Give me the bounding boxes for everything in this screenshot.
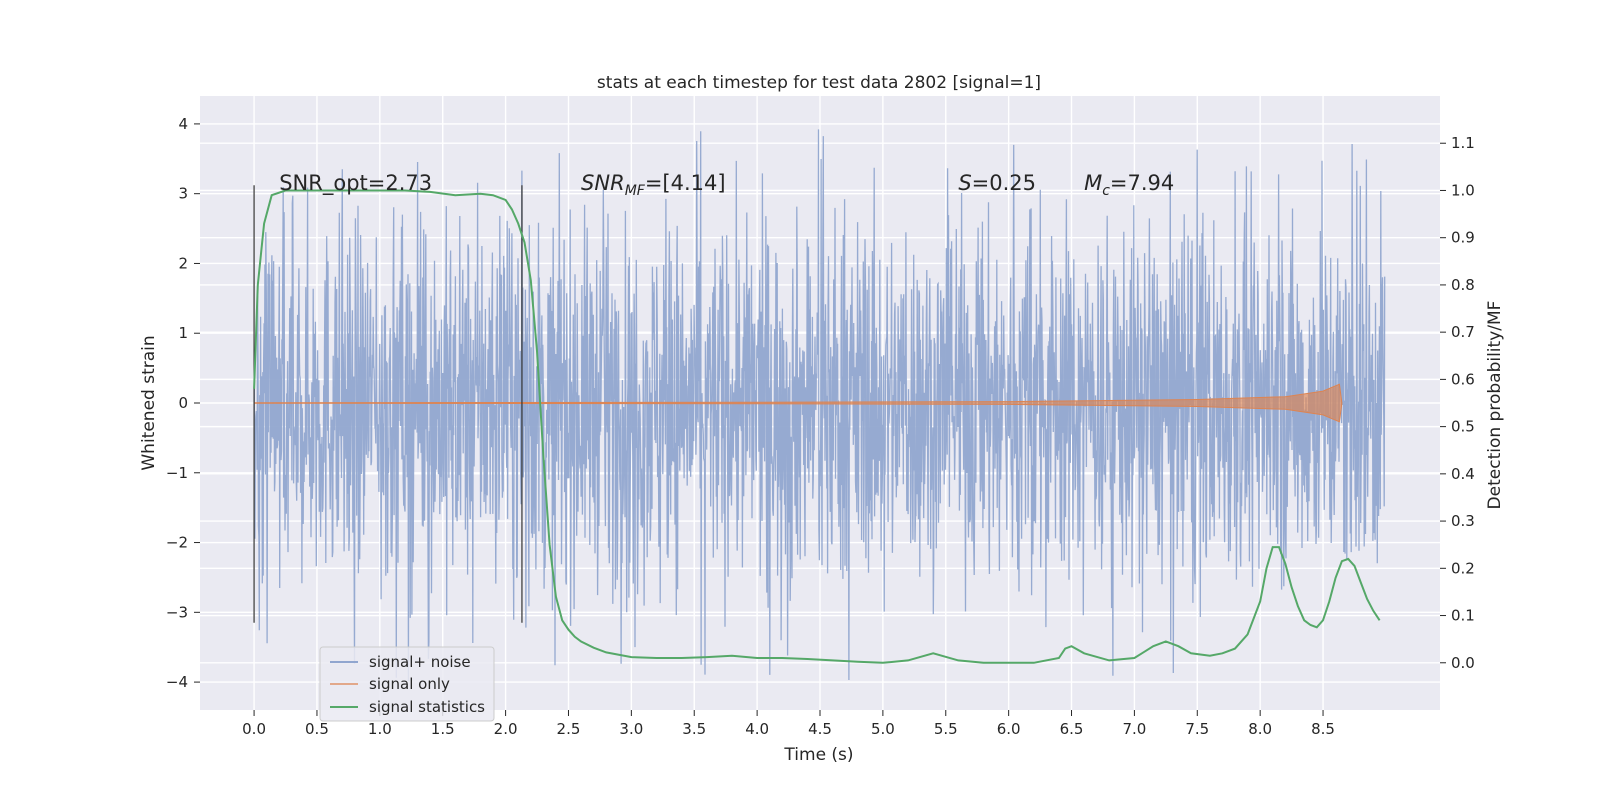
chart-title: stats at each timestep for test data 280… xyxy=(597,73,1041,93)
x-tick-label: 7.5 xyxy=(1185,720,1209,738)
x-tick-label: 5.0 xyxy=(871,720,895,738)
y2-tick-label: 0.0 xyxy=(1451,654,1475,672)
y2-tick-label: 0.8 xyxy=(1451,276,1475,294)
y2-tick-label: 0.2 xyxy=(1451,559,1475,577)
annotation: SNRMF=[4.14] xyxy=(581,171,726,199)
x-tick-label: 2.0 xyxy=(494,720,518,738)
y2-tick-label: 0.7 xyxy=(1451,323,1475,341)
x-tick-label: 6.5 xyxy=(1060,720,1084,738)
x-tick-label: 8.5 xyxy=(1311,720,1335,738)
annotation: SNR_opt=2.73 xyxy=(279,171,432,196)
legend-label-statistics: signal statistics xyxy=(369,698,485,716)
y2-tick-label: 0.5 xyxy=(1451,418,1475,436)
y2-tick-label: 0.4 xyxy=(1451,465,1475,483)
y-axis-ticks: −4 −3 −2 −1 0 1 2 3 4 xyxy=(166,115,200,691)
y-tick-label: −1 xyxy=(166,464,188,482)
x-tick-label: 7.0 xyxy=(1122,720,1146,738)
annotation-part: c xyxy=(1102,183,1110,199)
x-tick-label: 6.0 xyxy=(997,720,1021,738)
annotation-part: S xyxy=(958,171,971,195)
y-tick-label: 4 xyxy=(178,115,188,133)
legend-label-signal: signal only xyxy=(369,675,450,693)
y-tick-label: 2 xyxy=(178,254,188,272)
y-tick-label: −3 xyxy=(166,603,188,621)
y-tick-label: −4 xyxy=(166,673,188,691)
legend-label-noise: signal+ noise xyxy=(369,653,471,671)
x-tick-label: 1.5 xyxy=(431,720,455,738)
annotation-part: MF xyxy=(625,183,646,199)
x-tick-label: 8.0 xyxy=(1248,720,1272,738)
legend-box xyxy=(319,646,495,722)
statistics-line xyxy=(253,189,1381,664)
y2-tick-label: 0.6 xyxy=(1451,370,1475,388)
y-axis-title: Whitened strain xyxy=(139,335,159,470)
y-tick-label: 1 xyxy=(178,324,188,342)
x-tick-label: 1.0 xyxy=(368,720,392,738)
x-tick-label: 4.0 xyxy=(745,720,769,738)
annotation: Mc=7.94 xyxy=(1084,171,1174,199)
noise-line xyxy=(253,129,1386,682)
noise-series xyxy=(253,129,1386,682)
y-tick-label: −2 xyxy=(166,534,188,552)
signal-band xyxy=(253,383,1343,423)
x-tick-label: 3.5 xyxy=(682,720,706,738)
annotations: SNR_opt=2.73 SNRMF=[4.14] S=0.25 Mc=7.94 xyxy=(279,171,1174,199)
x-tick-label: 2.5 xyxy=(557,720,581,738)
annotation-part: M xyxy=(1084,171,1102,195)
y-tick-label: 3 xyxy=(178,185,188,203)
annotation-part: =[4.14] xyxy=(645,171,726,195)
annotation: S=0.25 xyxy=(958,171,1036,195)
x-tick-label: 3.0 xyxy=(619,720,643,738)
statistics-series xyxy=(253,189,1381,664)
y2-tick-label: 0.1 xyxy=(1451,607,1475,625)
vertical-markers xyxy=(253,185,523,623)
signal-series xyxy=(253,383,1343,423)
y2-tick-label: 0.3 xyxy=(1451,512,1475,530)
y2-tick-label: 0.9 xyxy=(1451,229,1475,247)
y2-axis-title: Detection probability/MF xyxy=(1485,301,1505,510)
y2-axis-ticks: 0.0 0.1 0.2 0.3 0.4 0.5 0.6 0.7 0.8 0.9 1.0 1.1 xyxy=(1440,134,1475,672)
annotation-part: =0.25 xyxy=(972,171,1036,195)
x-tick-label: 0.5 xyxy=(305,720,329,738)
y-tick-label: 0 xyxy=(178,394,188,412)
annotation-part: SNR_opt=2.73 xyxy=(279,171,432,196)
y2-tick-label: 1.0 xyxy=(1451,181,1475,199)
annotation-part: =7.94 xyxy=(1110,171,1174,195)
x-tick-label: 0.0 xyxy=(242,720,266,738)
x-axis-title: Time (s) xyxy=(783,745,853,765)
x-tick-label: 5.5 xyxy=(934,720,958,738)
x-axis-ticks: 0.0 0.5 1.0 1.5 2.0 2.5 3.0 3.5 4.0 4.5 5.0 5.5 6.0 6… xyxy=(242,710,1335,738)
legend: signal+ noise signal only signal statist… xyxy=(319,646,495,722)
y2-tick-label: 1.1 xyxy=(1451,134,1475,152)
annotation-part: SNR xyxy=(581,171,625,195)
x-tick-label: 4.5 xyxy=(808,720,832,738)
